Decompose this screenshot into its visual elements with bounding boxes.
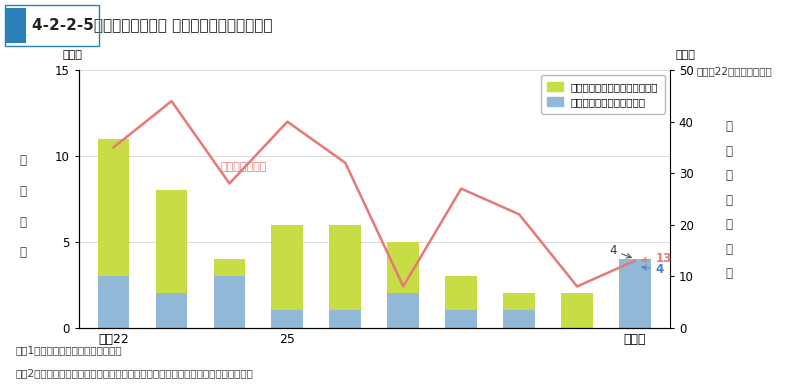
Bar bbox=[214, 259, 245, 276]
Bar bbox=[214, 276, 245, 328]
Text: （人）: （人） bbox=[63, 50, 83, 60]
Bar bbox=[329, 310, 361, 328]
Text: （件）: （件） bbox=[675, 50, 696, 60]
Text: 2　「暴力団構成員等」は，暴力団構成員及び準構成員その他の周辺者をいう。: 2 「暴力団構成員等」は，暴力団構成員及び準構成員その他の周辺者をいう。 bbox=[16, 369, 254, 379]
Bar bbox=[271, 225, 303, 310]
Text: 亡: 亡 bbox=[19, 185, 26, 198]
Text: 発: 発 bbox=[726, 169, 732, 182]
Text: 注　1　警察庁刑事局の資料による。: 注 1 警察庁刑事局の資料による。 bbox=[16, 345, 122, 355]
Legend: 暴力団構成員等以外の死亡者数, 暴力団構成員等の死亡者数: 暴力団構成員等以外の死亡者数, 暴力団構成員等の死亡者数 bbox=[541, 75, 664, 113]
Text: 13: 13 bbox=[642, 252, 671, 264]
Text: 砲: 砲 bbox=[726, 194, 732, 207]
Bar bbox=[329, 225, 361, 310]
Text: 数: 数 bbox=[19, 246, 26, 259]
Text: 4: 4 bbox=[642, 263, 663, 276]
Text: 件: 件 bbox=[726, 243, 732, 255]
Text: 銃: 銃 bbox=[726, 121, 732, 133]
Bar bbox=[6, 7, 26, 43]
Text: 器: 器 bbox=[726, 145, 732, 158]
Bar bbox=[504, 293, 535, 310]
Bar bbox=[155, 293, 188, 328]
Bar bbox=[619, 259, 651, 328]
Bar bbox=[504, 310, 535, 328]
Bar bbox=[271, 310, 303, 328]
Bar bbox=[98, 276, 129, 328]
Text: 4: 4 bbox=[609, 244, 631, 258]
Bar bbox=[388, 293, 419, 328]
Bar bbox=[561, 293, 593, 328]
Text: 銃器発砲事件数: 銃器発砲事件数 bbox=[221, 162, 267, 172]
Bar bbox=[445, 310, 478, 328]
Bar bbox=[98, 139, 129, 276]
Text: 数: 数 bbox=[726, 267, 732, 280]
Text: 死: 死 bbox=[19, 154, 26, 167]
Text: （平成22年～令和元年）: （平成22年～令和元年） bbox=[697, 66, 772, 76]
Bar bbox=[388, 242, 419, 293]
Bar bbox=[155, 190, 188, 293]
Text: 4-2-2-5図　銃器発砲事件 事件数・死亡者数の推移: 4-2-2-5図 銃器発砲事件 事件数・死亡者数の推移 bbox=[32, 17, 272, 32]
Text: 事: 事 bbox=[726, 218, 732, 231]
Text: 者: 者 bbox=[19, 216, 26, 229]
Bar bbox=[445, 276, 478, 310]
